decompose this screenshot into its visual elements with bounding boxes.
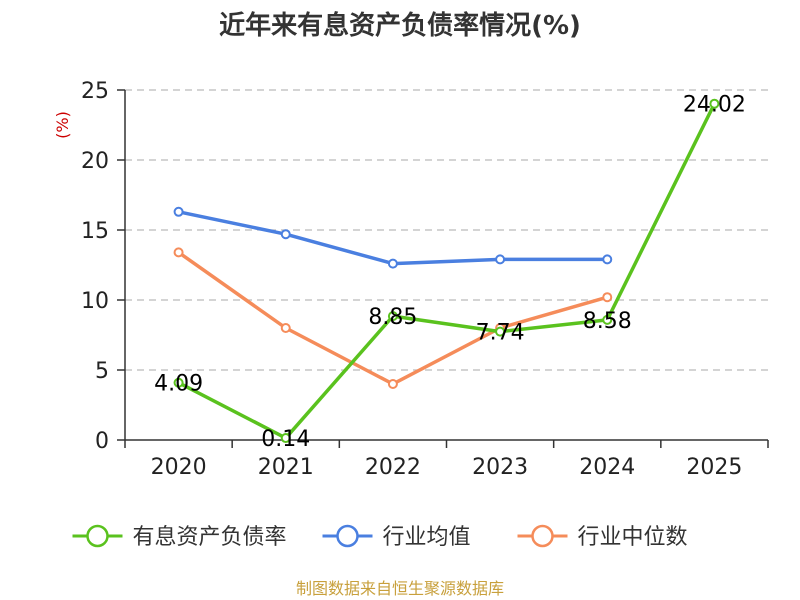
data-point [387, 379, 398, 389]
legend-label: 行业中位数 [578, 525, 688, 550]
series-line [176, 101, 717, 440]
source-note: 制图数据来自恒生聚源数据库 [296, 579, 504, 598]
y-tick-label: 5 [95, 359, 109, 384]
legend-label: 行业均值 [383, 525, 471, 550]
x-tick-label: 2020 [151, 455, 207, 480]
data-label: 0.14 [261, 427, 310, 452]
data-point [709, 98, 720, 109]
data-point [602, 254, 613, 265]
x-tick-label: 2024 [579, 455, 635, 480]
y-tick-label: 0 [95, 429, 109, 454]
y-tick-label: 10 [81, 289, 109, 314]
legend-item: 行业中位数 [517, 524, 688, 550]
x-tick-label: 2025 [686, 455, 742, 480]
legend-label: 有息资产负债率 [133, 525, 287, 550]
data-point [602, 292, 613, 303]
series-lines [173, 98, 720, 444]
legend-marker [86, 524, 109, 548]
y-axis-unit: (%) [53, 111, 72, 139]
data-point [280, 323, 291, 333]
data-label: 8.85 [368, 305, 417, 330]
y-tick-label: 25 [81, 79, 109, 104]
data-point [173, 206, 184, 217]
data-point [280, 433, 291, 444]
data-point [173, 247, 184, 258]
y-tick-label: 15 [81, 219, 109, 244]
legend-marker [336, 524, 359, 548]
y-tick-label: 20 [81, 149, 109, 174]
legend-item: 行业均值 [322, 524, 471, 550]
chart-title: 近年来有息资产负债率情况(%) [219, 10, 581, 41]
data-point [495, 254, 506, 265]
series-line [176, 210, 609, 266]
legend-marker [531, 524, 554, 548]
data-label: 4.09 [154, 372, 203, 397]
data-point [602, 314, 613, 325]
data-point [387, 258, 398, 269]
gridlines [125, 89, 768, 371]
data-point [173, 377, 184, 388]
x-tick-label: 2021 [258, 455, 314, 480]
x-tick-label: 2023 [472, 455, 528, 480]
data-point [280, 229, 291, 240]
data-label: 24.02 [683, 93, 746, 118]
data-point [387, 311, 398, 322]
data-label: 8.58 [583, 309, 632, 334]
data-labels: 4.09 0.14 8.85 7.74 8.58 24.02 [154, 93, 746, 452]
legend: 有息资产负债率 行业均值 行业中位数 [72, 524, 688, 550]
data-label: 7.74 [476, 321, 525, 346]
x-tick-label: 2022 [365, 455, 421, 480]
legend-item: 有息资产负债率 [72, 524, 287, 550]
data-point [495, 326, 506, 337]
